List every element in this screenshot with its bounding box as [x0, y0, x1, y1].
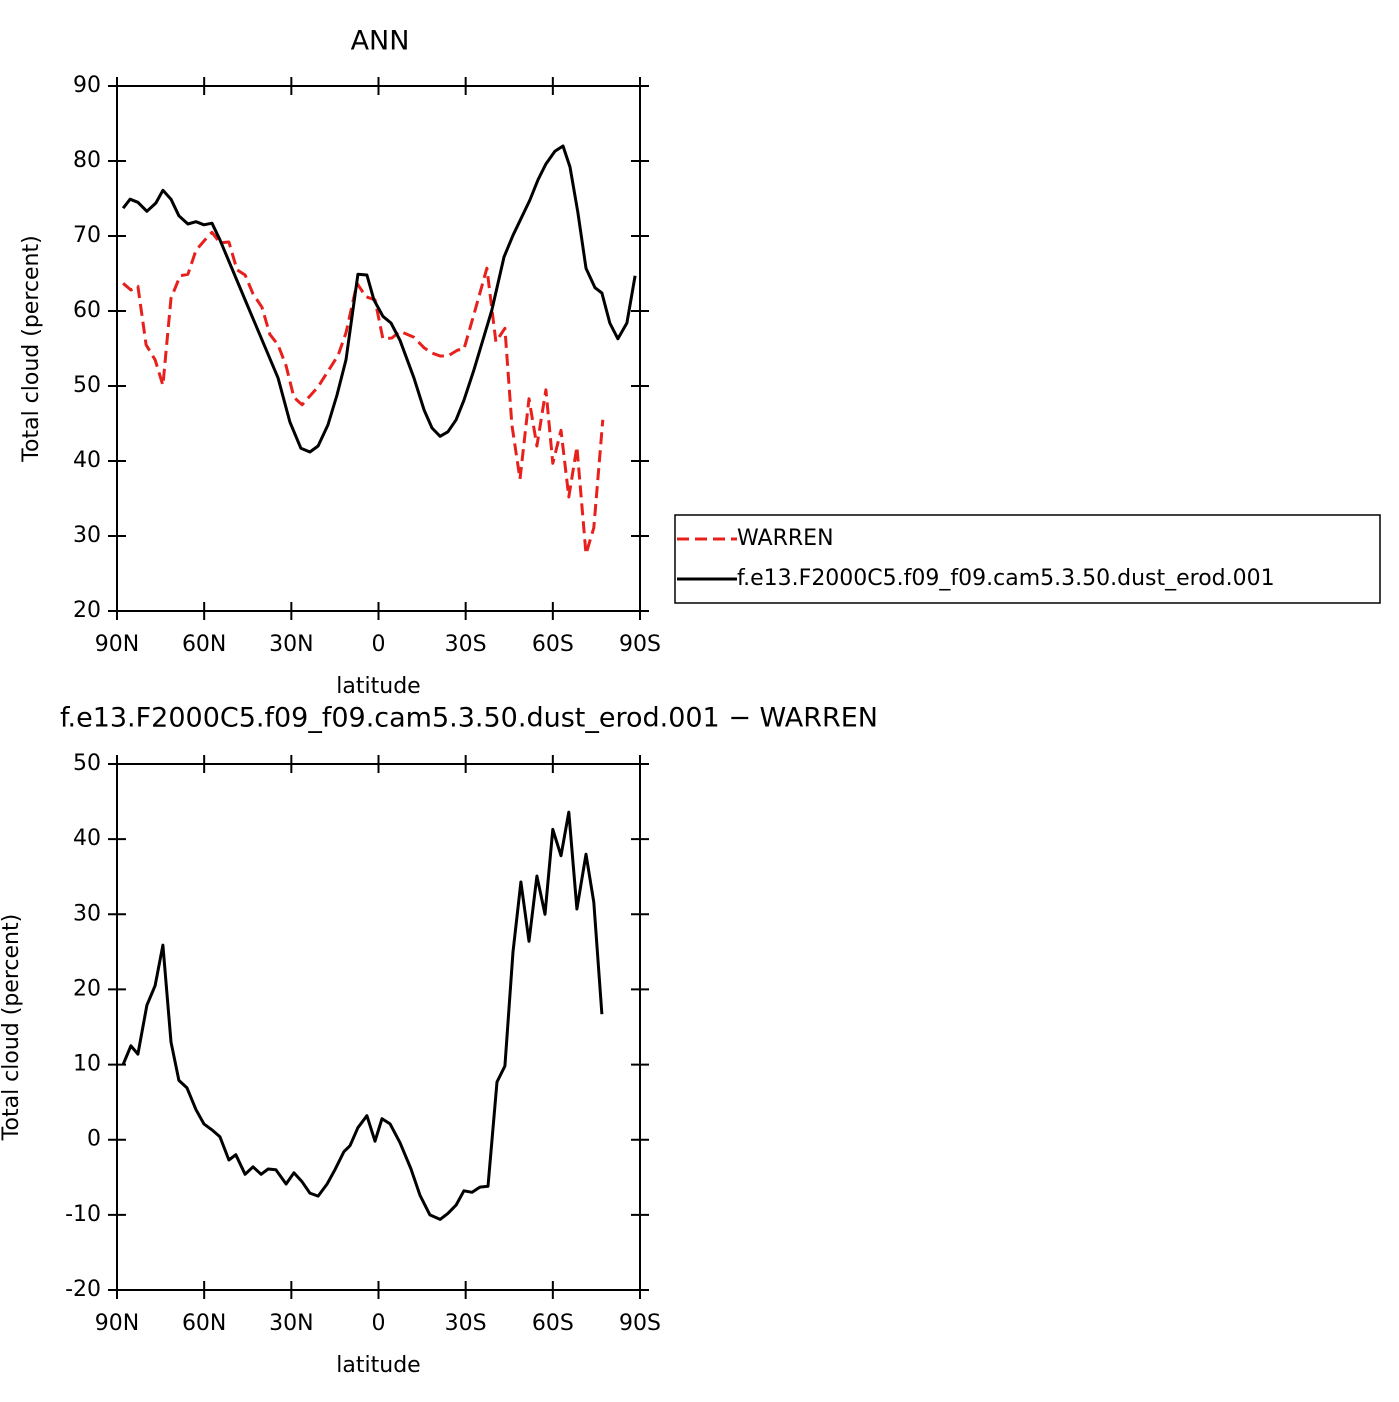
y-tick-label: 90 [73, 73, 101, 98]
y-tick-label: -20 [65, 1277, 101, 1302]
y-tick-label: 30 [73, 523, 101, 548]
y-tick-label: 20 [73, 976, 101, 1001]
x-tick-label: 90S [619, 1311, 661, 1336]
x-tick-label: 90S [619, 632, 661, 657]
x-tick-label: 30S [445, 632, 487, 657]
y-tick-label: 30 [73, 901, 101, 926]
data-line [121, 810, 604, 1221]
y-tick-label: 10 [73, 1052, 101, 1077]
x-tick-label: 30N [269, 1311, 313, 1336]
y-tick-label: 80 [73, 148, 101, 173]
x-axis-label: latitude [336, 674, 420, 699]
y-tick-label: 40 [73, 826, 101, 851]
x-tick-label: 0 [372, 632, 386, 657]
x-tick-label: 90N [95, 1311, 139, 1336]
x-tick-label: 90N [95, 632, 139, 657]
x-tick-label: 0 [372, 1311, 386, 1336]
plot-frame [116, 85, 641, 612]
x-axis-label: latitude [336, 1353, 420, 1378]
data-line [122, 230, 605, 556]
y-axis-label: Total cloud (percent) [19, 235, 44, 462]
legend-box [674, 514, 1381, 604]
x-tick-label: 60S [532, 632, 574, 657]
chart-title: ANN [351, 26, 410, 57]
plot-frame [116, 763, 641, 1291]
x-tick-label: 60S [532, 1311, 574, 1336]
legend-label: f.e13.F2000C5.f09_f09.cam5.3.50.dust_ero… [737, 566, 1275, 591]
y-tick-label: 50 [73, 751, 101, 776]
x-tick-label: 60N [182, 1311, 226, 1336]
y-tick-label: 0 [87, 1127, 101, 1152]
y-tick-label: 40 [73, 448, 101, 473]
legend-label: WARREN [737, 526, 834, 551]
y-tick-label: 60 [73, 298, 101, 323]
y-tick-label: 70 [73, 223, 101, 248]
chart-title: f.e13.F2000C5.f09_f09.cam5.3.50.dust_ero… [60, 703, 878, 734]
y-axis-label: Total cloud (percent) [0, 914, 24, 1141]
y-tick-label: 20 [73, 598, 101, 623]
x-tick-label: 30N [269, 632, 313, 657]
data-line [121, 144, 637, 454]
y-tick-label: 50 [73, 373, 101, 398]
x-tick-label: 30S [445, 1311, 487, 1336]
x-tick-label: 60N [182, 632, 226, 657]
y-tick-label: -10 [65, 1202, 101, 1227]
